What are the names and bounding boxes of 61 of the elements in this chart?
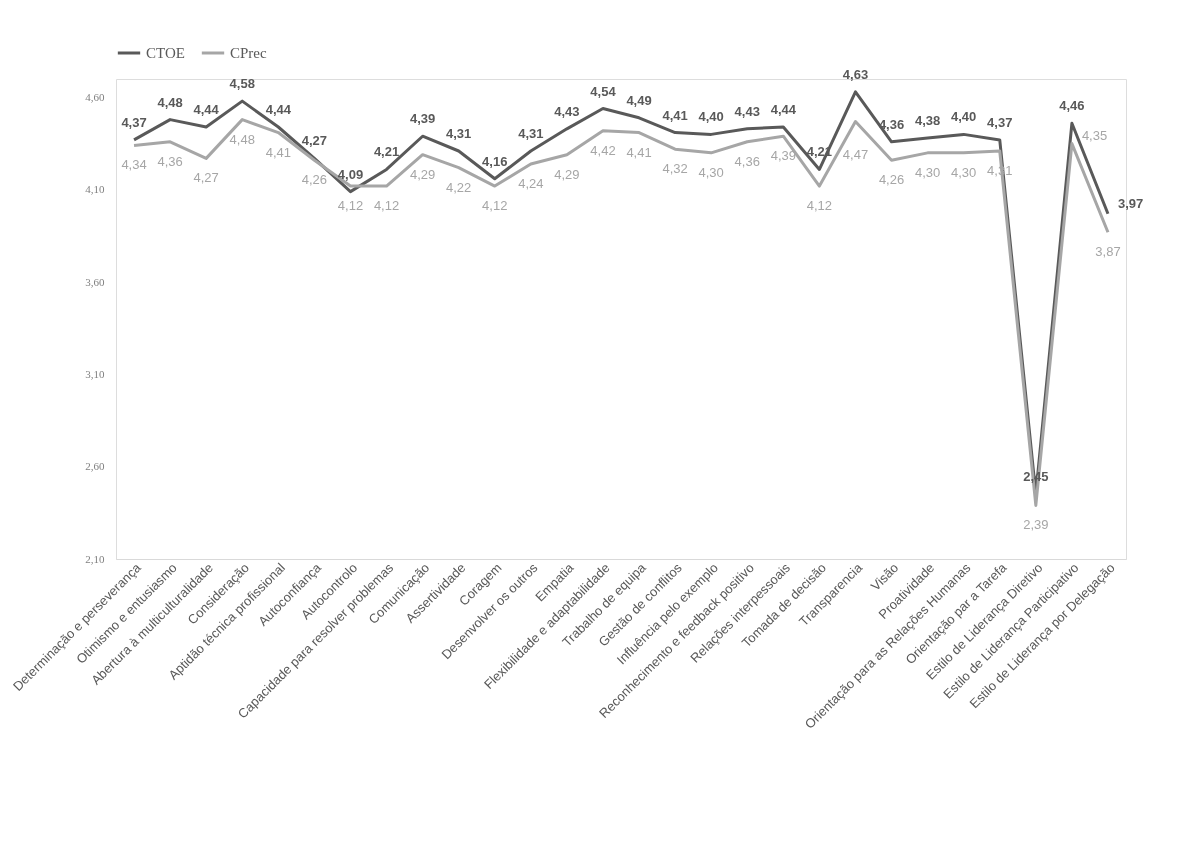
data-label: 3,97 <box>1117 195 1144 211</box>
data-label: 4,31 <box>518 126 544 141</box>
data-label: 4,34 <box>121 157 147 173</box>
data-label: 4,31 <box>446 126 472 141</box>
y-tick-label: 3,60 <box>85 275 105 288</box>
y-tick-label: 2,60 <box>85 460 105 473</box>
data-label: 4,09 <box>337 166 364 182</box>
data-label: 4,43 <box>734 103 760 119</box>
data-label: 4,12 <box>482 198 508 214</box>
data-label: 4,21 <box>373 144 400 160</box>
data-label: 4,38 <box>914 113 941 129</box>
data-label: 4,29 <box>554 166 580 182</box>
data-label: 4,27 <box>193 170 219 186</box>
data-label: 4,49 <box>626 92 652 108</box>
data-label: 4,37 <box>121 114 147 130</box>
data-label: 4,27 <box>301 133 328 149</box>
data-label: 4,48 <box>229 131 255 147</box>
data-label: 4,44 <box>193 102 220 117</box>
data-label: 4,41 <box>265 144 291 160</box>
data-label: 4,42 <box>590 142 616 158</box>
data-label: 4,24 <box>518 175 544 191</box>
data-label: 4,16 <box>482 153 508 169</box>
y-tick-label: 2,10 <box>85 552 105 565</box>
data-label: 4,30 <box>914 164 941 180</box>
data-label: 4,35 <box>1081 127 1108 143</box>
y-tick-label: 3,10 <box>85 367 105 380</box>
data-label: 4,47 <box>842 147 869 163</box>
data-label: 4,26 <box>301 172 328 188</box>
data-label: 4,39 <box>770 148 796 164</box>
data-label: 4,46 <box>1059 98 1085 114</box>
data-label: 4,22 <box>446 179 472 195</box>
data-label: 4,40 <box>951 109 977 125</box>
legend-label: CTOE <box>146 45 185 61</box>
y-tick-label: 4,60 <box>85 90 105 103</box>
data-label: 4,12 <box>337 198 364 214</box>
data-label: 4,36 <box>734 153 760 169</box>
data-label: 4,36 <box>878 116 905 132</box>
data-label: 4,41 <box>626 144 652 160</box>
data-label: 4,12 <box>806 198 833 214</box>
legend-label: CPrec <box>230 45 267 61</box>
data-label: 4,30 <box>951 164 977 180</box>
y-tick-label: 4,10 <box>85 183 105 196</box>
data-label: 4,43 <box>554 103 580 119</box>
data-label: 4,32 <box>662 161 688 177</box>
data-label: 4,39 <box>409 111 436 127</box>
data-label: 2,39 <box>1023 517 1049 533</box>
data-label: 4,40 <box>698 109 724 125</box>
data-label: 4,44 <box>770 102 797 117</box>
data-label: 4,36 <box>157 153 183 169</box>
data-label: 4,41 <box>662 107 688 123</box>
data-label: 4,63 <box>842 66 869 82</box>
data-label: 4,26 <box>878 172 905 188</box>
data-label: 4,30 <box>698 164 724 180</box>
data-label: 4,48 <box>157 94 183 110</box>
data-label: 4,29 <box>409 166 436 182</box>
data-label: 3,87 <box>1095 244 1121 260</box>
data-label: 4,58 <box>229 76 255 92</box>
data-label: 4,37 <box>987 114 1013 130</box>
data-label: 4,44 <box>265 102 292 117</box>
data-label: 4,12 <box>373 198 400 214</box>
data-label: 4,54 <box>590 83 617 99</box>
